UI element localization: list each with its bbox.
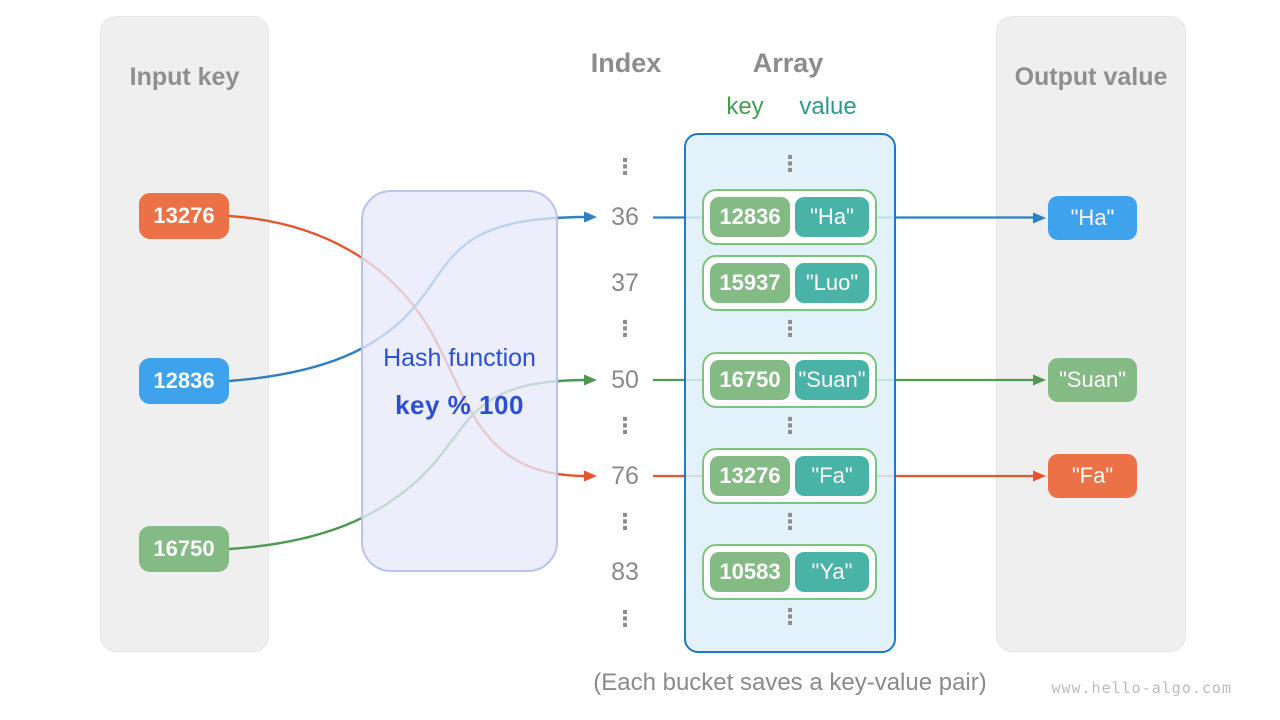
bucket-value: "Luo" bbox=[795, 263, 869, 303]
bucket-value: "Suan" bbox=[795, 360, 869, 400]
index-column-header: Index bbox=[590, 48, 662, 78]
index-label-36: 36 bbox=[611, 203, 639, 231]
bucket-key: 15937 bbox=[710, 263, 790, 303]
bucket-row-36: 12836 "Ha" bbox=[702, 189, 877, 245]
output-value-fa: "Fa" bbox=[1048, 454, 1137, 498]
output-value-suan: "Suan" bbox=[1048, 358, 1137, 402]
index-ellipsis: ⋮ bbox=[614, 510, 636, 535]
index-label-50: 50 bbox=[611, 366, 639, 394]
input-key-16750: 16750 bbox=[139, 526, 229, 572]
arrowhead-green-output bbox=[1033, 374, 1046, 386]
input-key-13276: 13276 bbox=[139, 193, 229, 239]
value-column-header: value bbox=[799, 93, 857, 120]
bucket-value: "Ya" bbox=[795, 552, 869, 592]
array-ellipsis: ⋮ bbox=[779, 414, 801, 439]
array-ellipsis: ⋮ bbox=[779, 317, 801, 342]
index-ellipsis: ⋮ bbox=[614, 317, 636, 342]
bucket-row-37: 15937 "Luo" bbox=[702, 255, 877, 311]
bucket-row-83: 10583 "Ya" bbox=[702, 544, 877, 600]
site-watermark: www.hello-algo.com bbox=[1051, 679, 1232, 697]
bucket-value: "Ha" bbox=[795, 197, 869, 237]
bucket-row-50: 16750 "Suan" bbox=[702, 352, 877, 408]
index-label-76: 76 bbox=[611, 462, 639, 490]
array-column-header: Array bbox=[752, 48, 824, 78]
hash-function-label: Hash function bbox=[383, 344, 536, 372]
array-ellipsis: ⋮ bbox=[779, 152, 801, 177]
key-column-header: key bbox=[726, 93, 764, 120]
index-label-37: 37 bbox=[611, 269, 639, 297]
array-ellipsis: ⋮ bbox=[779, 510, 801, 535]
index-label-83: 83 bbox=[611, 558, 639, 586]
input-key-12836: 12836 bbox=[139, 358, 229, 404]
array-ellipsis: ⋮ bbox=[779, 605, 801, 630]
index-ellipsis: ⋮ bbox=[614, 155, 636, 180]
bucket-key: 10583 bbox=[710, 552, 790, 592]
arrowhead-orange-index bbox=[584, 470, 597, 482]
bucket-key: 13276 bbox=[710, 456, 790, 496]
bucket-key: 16750 bbox=[710, 360, 790, 400]
diagram-caption: (Each bucket saves a key-value pair) bbox=[593, 669, 987, 696]
arrowhead-orange-output bbox=[1033, 470, 1046, 482]
arrowhead-green-index bbox=[584, 374, 597, 386]
output-value-ha: "Ha" bbox=[1048, 196, 1137, 240]
output-value-panel: Output value bbox=[996, 16, 1186, 652]
hash-function-box: Hash function key % 100 bbox=[361, 190, 558, 572]
arrowhead-blue-output bbox=[1033, 212, 1046, 224]
hash-function-formula: key % 100 bbox=[395, 390, 524, 420]
output-panel-title: Output value bbox=[1014, 63, 1168, 91]
bucket-key: 12836 bbox=[710, 197, 790, 237]
bucket-value: "Fa" bbox=[795, 456, 869, 496]
bucket-row-76: 13276 "Fa" bbox=[702, 448, 877, 504]
index-ellipsis: ⋮ bbox=[614, 414, 636, 439]
arrowhead-blue-index bbox=[584, 211, 597, 223]
input-panel-title: Input key bbox=[129, 63, 240, 91]
index-ellipsis: ⋮ bbox=[614, 607, 636, 632]
